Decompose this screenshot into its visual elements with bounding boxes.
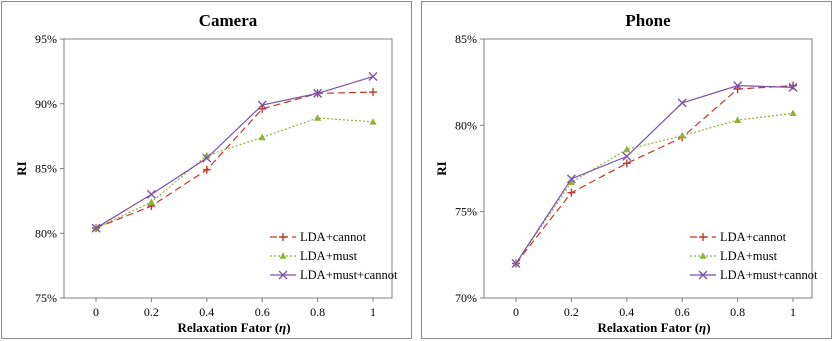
x-tick-label: 0.2 (144, 305, 159, 319)
data-point-marker (91, 223, 101, 233)
phone-chart: Phone 70% 75% 80% 85% 0 0.2 0.4 0.6 0.8 1 RI Relaxat… (434, 11, 818, 335)
x-tick-label: 0.6 (255, 305, 270, 319)
y-tick-label: 75% (35, 291, 57, 305)
data-point-marker (622, 159, 631, 168)
y-tick-label: 85% (455, 32, 477, 46)
data-point-marker (147, 198, 155, 205)
data-point-marker (733, 81, 743, 91)
x-axis-label: Relaxation Fator (η) (597, 320, 710, 335)
x-tick-label: 0.8 (310, 305, 325, 319)
legend-label: LDA+must (300, 249, 358, 263)
data-point-marker (257, 100, 267, 110)
legend-marker (699, 252, 707, 259)
x-tick-label: 0.8 (730, 305, 745, 319)
data-point-marker (202, 165, 211, 174)
legend-label: LDA+must+cannot (300, 268, 398, 282)
legend: LDA+cannot LDA+must LDA+must+cannot (690, 230, 818, 282)
y-tick-label: 80% (35, 226, 57, 240)
phone-chart-panel: Phone 70% 75% 80% 85% 0 0.2 0.4 0.6 0.8 1 RI Relaxat… (421, 1, 832, 339)
series-line (515, 85, 794, 264)
legend-label: LDA+cannot (720, 230, 787, 244)
data-point-marker (369, 118, 377, 125)
series-2 (511, 81, 798, 268)
data-point-marker (677, 98, 687, 108)
data-point-marker (788, 82, 798, 92)
data-point-marker (368, 72, 378, 82)
y-tick-label: 70% (455, 291, 477, 305)
y-axis-label: RI (14, 161, 29, 175)
x-tick-label: 0.6 (675, 305, 690, 319)
camera-chart-panel: Camera 75% 80% 85% 90% 95% 0 0.2 0.4 0.6 0.8 1 RI Rel… (1, 1, 412, 339)
camera-chart: Camera 75% 80% 85% 90% 95% 0 0.2 0.4 0.6 0.8 1 RI Rel… (14, 11, 398, 335)
data-point-marker (369, 88, 377, 97)
chart-title: Phone (625, 11, 671, 30)
data-point-marker (567, 188, 576, 197)
y-tick-label: 90% (35, 97, 57, 111)
data-point-marker (511, 258, 521, 268)
x-tick-label: 0.2 (564, 305, 579, 319)
y-tick-label: 85% (35, 162, 57, 176)
x-tick-label: 0.4 (199, 305, 214, 319)
data-point-marker (678, 131, 686, 139)
data-point-marker (566, 174, 576, 184)
legend-label: LDA+cannot (300, 230, 367, 244)
legend-marker (698, 270, 708, 280)
legend-marker (699, 233, 707, 241)
x-tick-label: 1 (370, 305, 376, 319)
data-point-marker (789, 109, 797, 117)
x-tick-label: 0 (513, 305, 519, 319)
x-tick-label: 0 (93, 305, 99, 319)
data-point-marker (202, 153, 212, 163)
data-point-marker (789, 81, 797, 90)
plot-area-frame (483, 38, 813, 299)
legend-label: LDA+must (720, 249, 778, 263)
series-2 (91, 72, 378, 233)
data-point-marker (314, 114, 322, 121)
data-point-marker (622, 151, 632, 161)
legend-marker (278, 270, 288, 280)
legend-marker (279, 233, 287, 241)
legend-label: LDA+must+cannot (720, 268, 818, 282)
legend: LDA+cannot LDA+must LDA+must+cannot (270, 230, 398, 282)
series-line (95, 75, 374, 229)
data-point-marker (313, 88, 323, 98)
x-axis-label: Relaxation Fator (η) (177, 320, 290, 335)
data-point-marker (258, 133, 266, 141)
data-point-marker (146, 189, 156, 199)
series-line (515, 112, 794, 264)
y-tick-label: 80% (455, 118, 477, 132)
data-point-marker (734, 116, 742, 123)
series-line (95, 91, 374, 229)
series-0 (92, 88, 377, 233)
y-tick-label: 75% (455, 205, 477, 219)
data-point-marker (623, 145, 631, 153)
x-tick-label: 1 (790, 305, 796, 319)
y-axis-label: RI (434, 161, 449, 175)
chart-title: Camera (199, 11, 258, 30)
x-tick-label: 0.4 (619, 305, 634, 319)
data-point-marker (567, 178, 575, 186)
data-point-marker (258, 104, 267, 113)
y-tick-label: 95% (35, 32, 57, 46)
legend-marker (279, 252, 287, 259)
